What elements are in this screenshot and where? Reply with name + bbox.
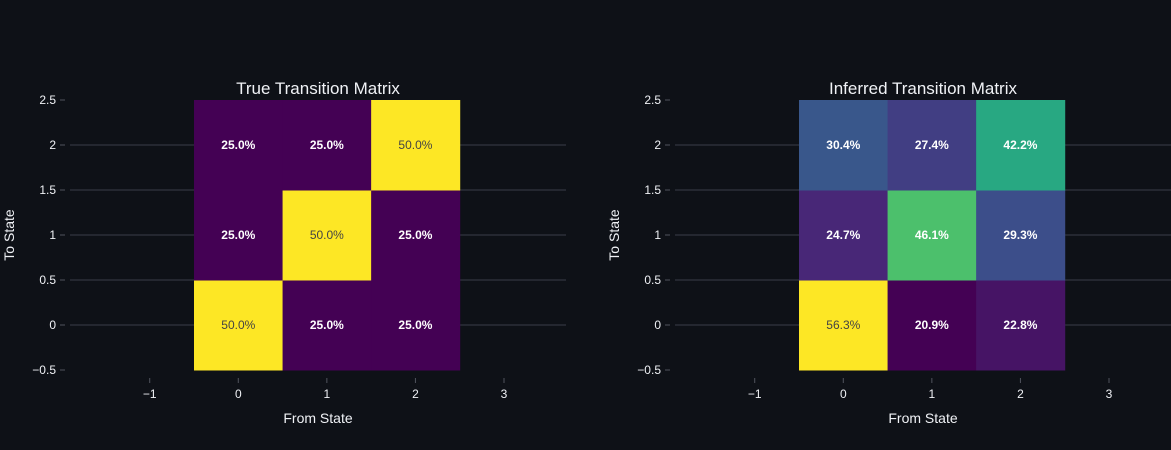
cell-value-label: 25.0%: [398, 228, 432, 242]
y-tick-label: 2: [654, 138, 661, 152]
heatmap-cell: [887, 190, 977, 281]
true-transition-matrix-panel: 50.0% 25.0% 25.0% 25.0% 50.0% 25.0% 25.0% 25.0%…: [1, 79, 566, 426]
heatmap-cell: [282, 190, 372, 281]
y-tick-label: 0.5: [644, 273, 661, 287]
y-axis-title: To State: [1, 209, 17, 261]
heatmap-cell: [194, 190, 284, 281]
x-tick-label: −1: [748, 387, 762, 401]
x-axis-title: From State: [888, 410, 957, 426]
y-tick-label: −0.5: [32, 363, 56, 377]
inferred-transition-matrix-panel: 56.3% 20.9% 22.8% 24.7% 46.1% 29.3% 30.4% 27.4%…: [606, 79, 1171, 426]
x-tick-label: 3: [501, 387, 508, 401]
cell-value-label: 42.2%: [1003, 138, 1037, 152]
heatmap-cell: [371, 100, 461, 191]
cell-value-label: 50.0%: [221, 318, 255, 332]
heatmap-cell: [799, 190, 889, 281]
heatmap-cell: [976, 280, 1066, 371]
y-tick-label: 0: [49, 318, 56, 332]
cell-value-label: 25.0%: [310, 138, 344, 152]
heatmap-cell: [194, 100, 284, 191]
x-axis-title: From State: [283, 410, 352, 426]
cell-value-label: 20.9%: [915, 318, 949, 332]
x-tick-label: −1: [143, 387, 157, 401]
cell-value-label: 30.4%: [826, 138, 860, 152]
cell-value-label: 25.0%: [310, 318, 344, 332]
x-tick-label: 1: [929, 387, 936, 401]
y-tick-label: 2.5: [39, 93, 56, 107]
y-tick-label: 0.5: [39, 273, 56, 287]
cell-value-label: 24.7%: [826, 228, 860, 242]
cell-value-label: 27.4%: [915, 138, 949, 152]
x-tick-label: 2: [412, 387, 419, 401]
heatmap-cell: [799, 100, 889, 191]
cell-value-label: 50.0%: [398, 138, 432, 152]
x-tick-label: 1: [324, 387, 331, 401]
y-tick-label: 1.5: [644, 183, 661, 197]
y-axis-title: To State: [606, 209, 622, 261]
heatmap-cell: [976, 190, 1066, 281]
x-tick-label: 3: [1106, 387, 1113, 401]
y-tick-label: 1.5: [39, 183, 56, 197]
heatmap-cell: [799, 280, 889, 371]
y-tick-label: 2: [49, 138, 56, 152]
cell-value-label: 29.3%: [1003, 228, 1037, 242]
cell-value-label: 25.0%: [398, 318, 432, 332]
heatmap-cell: [887, 100, 977, 191]
cell-value-label: 25.0%: [221, 228, 255, 242]
x-tick-label: 0: [235, 387, 242, 401]
y-tick-label: 0: [654, 318, 661, 332]
y-tick-label: 2.5: [644, 93, 661, 107]
y-tick-label: −0.5: [637, 363, 661, 377]
cell-value-label: 25.0%: [221, 138, 255, 152]
cell-value-label: 50.0%: [310, 228, 344, 242]
cell-value-label: 56.3%: [826, 318, 860, 332]
cell-value-label: 22.8%: [1003, 318, 1037, 332]
y-tick-label: 1: [49, 228, 56, 242]
chart-title: Inferred Transition Matrix: [829, 79, 1018, 98]
x-tick-label: 0: [840, 387, 847, 401]
heatmap-cell: [976, 100, 1066, 191]
chart-title: True Transition Matrix: [236, 79, 400, 98]
heatmap-cell: [887, 280, 977, 371]
cell-value-label: 46.1%: [915, 228, 949, 242]
heatmap-cell: [282, 280, 372, 371]
heatmap-cell: [194, 280, 284, 371]
heatmap-cell: [371, 280, 461, 371]
heatmap-cell: [371, 190, 461, 281]
heatmap-cell: [282, 100, 372, 191]
y-tick-label: 1: [654, 228, 661, 242]
x-tick-label: 2: [1017, 387, 1024, 401]
